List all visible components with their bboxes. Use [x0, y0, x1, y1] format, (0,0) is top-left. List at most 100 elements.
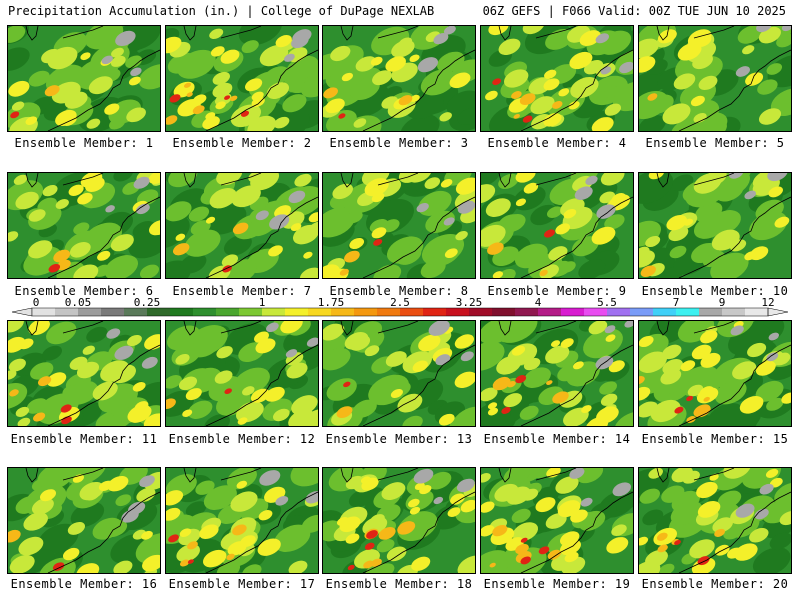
- precip-contour-blob: [370, 56, 383, 66]
- scale-color-swatch: [538, 308, 562, 316]
- precip-contour-blob: [353, 118, 367, 128]
- precip-contour-blob: [639, 376, 645, 385]
- precip-contour-blob: [456, 478, 475, 493]
- precip-contour-blob: [492, 524, 508, 537]
- precip-contour-blob: [693, 214, 727, 239]
- precip-contour-blob: [338, 113, 346, 119]
- scale-color-swatch: [239, 308, 263, 316]
- precip-contour-blob: [115, 494, 132, 507]
- precip-contour-blob: [414, 482, 425, 490]
- precip-contour-blob: [492, 78, 502, 86]
- precip-contour-blob: [739, 395, 764, 414]
- precip-contour-blob: [139, 475, 155, 488]
- scale-tick-label: 1: [258, 296, 266, 309]
- scale-tick-label: 0.05: [64, 296, 92, 309]
- precip-contour-blob: [203, 485, 237, 510]
- precip-contour-blob: [580, 497, 593, 507]
- precip-contour-blob: [449, 413, 475, 426]
- precip-contour-blob: [19, 338, 34, 350]
- precip-contour-blob: [67, 521, 85, 535]
- precip-contour-blob: [498, 173, 519, 189]
- precip-contour-blob: [411, 556, 431, 571]
- precip-contour-blob: [544, 69, 557, 79]
- precip-contour-blob: [177, 49, 216, 79]
- precip-contour-blob: [33, 412, 46, 422]
- member-map-panel: [165, 25, 319, 132]
- scale-color-swatch: [492, 308, 516, 316]
- precip-contour-blob: [737, 26, 763, 44]
- precip-contour-blob: [642, 509, 664, 526]
- precip-contour-blob: [455, 177, 475, 195]
- precip-contour-blob: [639, 351, 667, 373]
- precip-contour-blob: [273, 524, 311, 552]
- precip-contour-blob: [698, 75, 718, 91]
- scale-color-swatch: [262, 308, 286, 316]
- precip-contour-blob: [520, 537, 528, 543]
- member-caption: Ensemble Member: 10: [641, 284, 789, 298]
- precip-contour-blob: [216, 173, 243, 186]
- precip-contour-blob: [546, 468, 561, 478]
- precip-contour-blob: [15, 191, 39, 210]
- precip-contour-blob: [8, 47, 30, 71]
- precip-contour-blob: [407, 173, 432, 183]
- precip-contour-blob: [241, 40, 259, 54]
- member-map-panel: [480, 467, 634, 574]
- precip-contour-blob: [639, 173, 674, 204]
- precip-contour-blob: [494, 483, 519, 502]
- precip-contour-blob: [439, 112, 452, 122]
- precip-contour-blob: [224, 95, 231, 100]
- precip-contour-blob: [346, 210, 363, 224]
- precip-contour-blob: [179, 559, 190, 567]
- precip-contour-blob: [546, 380, 553, 385]
- precip-contour-blob: [360, 476, 371, 484]
- precip-contour-blob: [363, 560, 374, 569]
- precip-contour-blob: [496, 355, 522, 375]
- precip-contour-blob: [210, 46, 225, 57]
- lake-shoreline: [340, 173, 419, 188]
- precip-contour-blob: [662, 344, 682, 360]
- precip-contour-blob: [558, 88, 570, 97]
- precip-contour-blob: [381, 482, 406, 501]
- precip-contour-blob: [372, 70, 392, 86]
- precip-contour-blob: [85, 177, 105, 192]
- member-caption: Ensemble Member: 19: [483, 577, 631, 591]
- scale-color-swatch: [584, 308, 608, 316]
- precip-contour-blob: [345, 475, 364, 490]
- precip-contour-blob: [136, 487, 156, 503]
- precip-contour-blob: [596, 406, 619, 424]
- coastline: [678, 344, 791, 426]
- lake-shoreline: [498, 321, 577, 336]
- lake-shoreline: [183, 26, 262, 41]
- member-map-panel: [638, 172, 792, 279]
- precip-contour-blob: [487, 407, 499, 416]
- precip-contour-blob: [230, 491, 258, 512]
- scale-color-swatch: [377, 308, 401, 316]
- precip-contour-blob: [223, 234, 252, 256]
- precip-contour-blob: [535, 497, 556, 513]
- precip-contour-blob: [438, 413, 455, 426]
- lake-shoreline: [340, 321, 419, 336]
- precip-contour-blob: [300, 74, 318, 98]
- precip-contour-blob: [284, 53, 295, 62]
- precip-contour-blob: [481, 341, 505, 371]
- precip-contour-blob: [604, 325, 616, 334]
- precip-contour-blob: [341, 72, 353, 82]
- precip-contour-blob: [522, 488, 539, 501]
- precip-contour-blob: [323, 207, 356, 238]
- precip-contour-blob: [220, 49, 240, 64]
- precip-contour-blob: [492, 271, 504, 278]
- precip-contour-blob: [481, 402, 511, 426]
- precip-contour-blob: [264, 542, 280, 554]
- precip-contour-blob: [52, 562, 65, 571]
- member-map-panel: [322, 320, 476, 427]
- precip-contour-blob: [62, 547, 80, 561]
- precip-contour-blob: [275, 35, 292, 48]
- precip-contour-blob: [76, 563, 100, 573]
- precip-contour-blob: [77, 192, 93, 205]
- lake-shoreline: [340, 26, 419, 41]
- precip-contour-blob: [714, 528, 725, 537]
- precip-contour-blob: [48, 263, 61, 273]
- precip-contour-blob: [8, 321, 24, 333]
- precip-contour-blob: [639, 488, 660, 504]
- precip-contour-blob: [280, 321, 303, 334]
